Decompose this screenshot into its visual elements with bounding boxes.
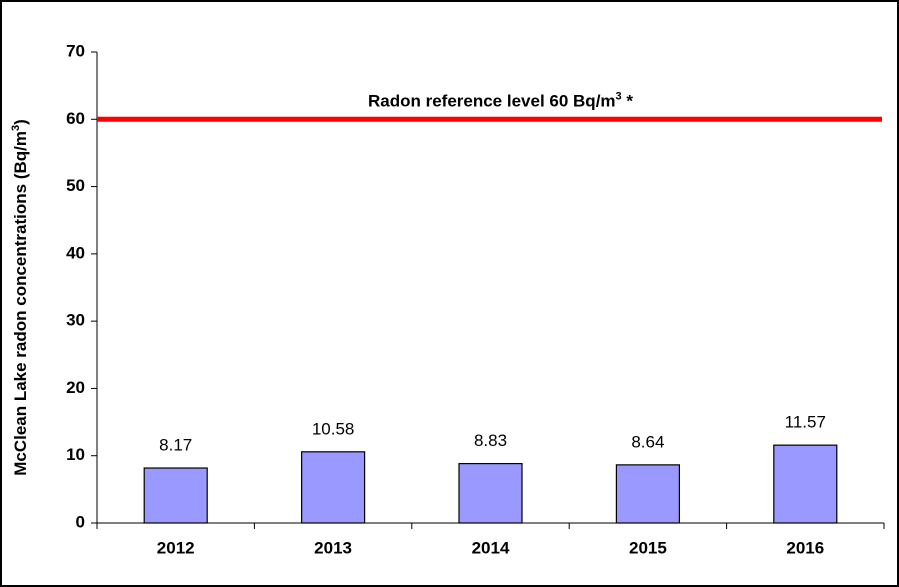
y-tick-label: 60: [66, 109, 85, 128]
bar: [143, 467, 208, 524]
reference-line-label-part: *: [622, 92, 634, 111]
data-label: 10.58: [312, 419, 355, 438]
x-tick-label: 2016: [786, 538, 824, 557]
bar: [773, 444, 838, 524]
y-tick-label: 20: [66, 378, 85, 397]
y-tick-label: 0: [76, 512, 85, 531]
reference-line-label: Radon reference level 60 Bq/m3 *: [368, 90, 633, 111]
bar: [301, 451, 366, 524]
y-tick-label: 40: [66, 243, 85, 262]
reference-line-label-part: Radon reference level 60 Bq/m: [368, 92, 616, 111]
y-tick-label: 10: [66, 445, 85, 464]
data-label: 8.83: [474, 431, 507, 450]
bar: [615, 464, 681, 524]
x-tick-label: 2012: [157, 538, 195, 557]
y-axis-title-part: McClean Lake radon concentrations (Bq/m: [11, 131, 30, 476]
y-tick-label: 30: [66, 311, 85, 330]
data-label: 8.64: [631, 432, 664, 451]
bar: [458, 462, 523, 524]
x-tick-label: 2014: [472, 538, 510, 557]
reference-line-label-superscript: 3: [616, 90, 622, 102]
x-tick-label: 2013: [314, 538, 352, 557]
y-axis-title-part: ): [11, 119, 30, 125]
y-axis-title-superscript: 3: [10, 125, 22, 131]
y-tick-label: 70: [66, 41, 85, 60]
y-axis-title: McClean Lake radon concentrations (Bq/m3…: [10, 119, 31, 476]
data-label: 11.57: [785, 413, 826, 432]
data-label: 8.17: [159, 436, 192, 455]
x-tick-label: 2015: [629, 538, 667, 557]
y-tick-label: 50: [66, 176, 85, 195]
